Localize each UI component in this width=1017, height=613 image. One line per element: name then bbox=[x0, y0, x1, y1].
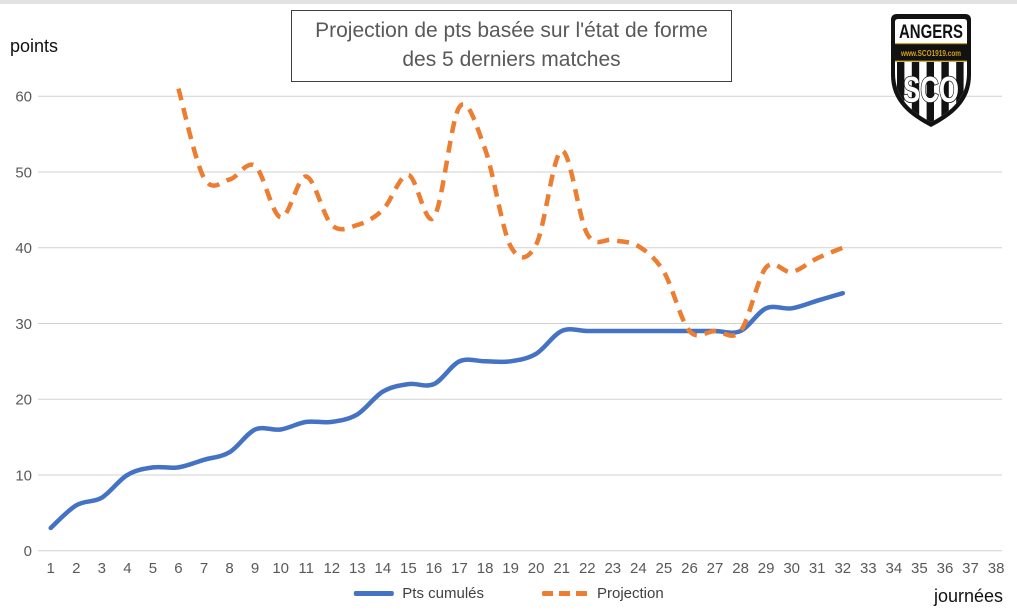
x-tick-label: 7 bbox=[200, 560, 208, 577]
logo-gold-line-top bbox=[895, 43, 967, 45]
logo-monogram-text: SCO bbox=[903, 69, 959, 110]
x-tick-label: 4 bbox=[123, 560, 131, 577]
x-tick-label: 8 bbox=[225, 560, 233, 577]
x-tick-label: 34 bbox=[886, 560, 903, 577]
logo-banner-text: www.SCO1919.com bbox=[900, 48, 961, 58]
x-tick-label: 23 bbox=[604, 560, 621, 577]
x-tick-label: 20 bbox=[528, 560, 545, 577]
x-tick-label: 13 bbox=[349, 560, 366, 577]
y-tick-label: 60 bbox=[15, 89, 32, 106]
x-axis-title: journées bbox=[933, 586, 1003, 606]
x-tick-label: 2 bbox=[72, 560, 80, 577]
x-tick-label: 6 bbox=[174, 560, 182, 577]
logo-gold-line-bottom bbox=[895, 60, 967, 62]
logo-banner-band bbox=[895, 44, 967, 61]
x-tick-label: 11 bbox=[298, 560, 314, 577]
line-pts-cumules bbox=[48, 290, 846, 531]
x-tick-label: 35 bbox=[911, 560, 928, 577]
x-tick-label: 22 bbox=[579, 560, 596, 577]
y-tick-label: 30 bbox=[15, 316, 32, 333]
legend-label-pts-cumules: Pts cumulés bbox=[402, 585, 484, 602]
chart-title-box: Projection de pts basée sur l'état de fo… bbox=[291, 10, 732, 82]
x-tick-label: 5 bbox=[149, 560, 157, 577]
chart-title-line2: des 5 derniers matches bbox=[402, 48, 621, 71]
y-axis-title: points bbox=[10, 36, 59, 56]
angers-sco-logo: ANGERS www.SCO1919.com SCO bbox=[891, 14, 971, 127]
x-tick-label: 27 bbox=[707, 560, 724, 577]
legend-item-pts-cumules: Pts cumulés bbox=[353, 585, 484, 602]
x-tick-label: 9 bbox=[251, 560, 259, 577]
x-tick-label: 10 bbox=[272, 560, 289, 577]
y-tick-label: 50 bbox=[15, 165, 32, 182]
x-tick-label: 28 bbox=[732, 560, 749, 577]
x-tick-label: 25 bbox=[656, 560, 673, 577]
y-tick-label: 20 bbox=[15, 392, 32, 409]
logo-team-text: ANGERS bbox=[899, 22, 963, 43]
x-tick-label: 36 bbox=[937, 560, 954, 577]
x-tick-label: 12 bbox=[323, 560, 340, 577]
x-tick-label: 17 bbox=[451, 560, 468, 577]
x-tick-label: 33 bbox=[860, 560, 877, 577]
legend: Pts cumulés Projection bbox=[353, 585, 664, 602]
x-tick-label: 1 bbox=[47, 560, 55, 577]
y-tick-label: 10 bbox=[15, 468, 32, 485]
x-tick-label: 29 bbox=[758, 560, 775, 577]
x-tick-label: 3 bbox=[98, 560, 106, 577]
x-tick-label: 32 bbox=[834, 560, 851, 577]
y-tick-label: 0 bbox=[24, 543, 32, 560]
legend-label-projection: Projection bbox=[597, 585, 664, 602]
x-tick-label: 19 bbox=[502, 560, 519, 577]
x-tick-label: 21 bbox=[553, 560, 570, 577]
legend-item-projection: Projection bbox=[542, 585, 664, 602]
x-tick-label: 15 bbox=[400, 560, 417, 577]
x-tick-label: 31 bbox=[809, 560, 826, 577]
legend-swatch-dashed-line bbox=[542, 591, 588, 596]
x-tick-label: 38 bbox=[988, 560, 1005, 577]
legend-swatch-solid-line bbox=[353, 591, 394, 596]
x-tick-label: 14 bbox=[375, 560, 392, 577]
top-strip bbox=[0, 0, 1017, 4]
x-tick-label: 37 bbox=[962, 560, 979, 577]
x-tick-label: 30 bbox=[783, 560, 800, 577]
x-tick-label: 26 bbox=[681, 560, 698, 577]
x-tick-label: 18 bbox=[477, 560, 494, 577]
chart-title-line1: Projection de pts basée sur l'état de fo… bbox=[315, 19, 708, 42]
x-tick-label: 24 bbox=[630, 560, 647, 577]
logo-stripes bbox=[897, 62, 964, 122]
x-tick-label: 16 bbox=[426, 560, 443, 577]
y-tick-label: 40 bbox=[15, 240, 32, 257]
line-projection bbox=[176, 87, 844, 338]
